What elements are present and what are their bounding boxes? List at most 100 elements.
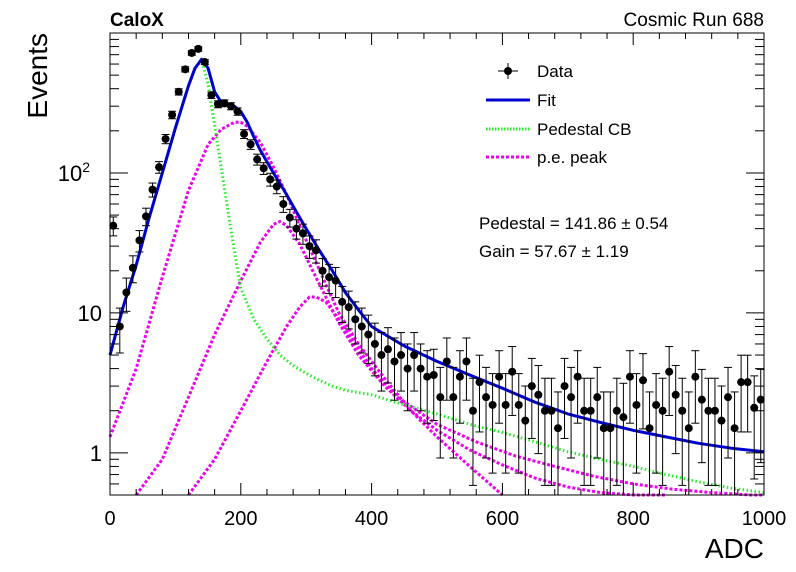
x-tick-label: 200 bbox=[224, 508, 257, 530]
data-point bbox=[684, 391, 693, 495]
data-marker bbox=[619, 413, 628, 422]
data-point bbox=[639, 353, 648, 430]
data-point bbox=[194, 44, 203, 53]
data-point bbox=[259, 162, 268, 175]
data-point bbox=[619, 382, 628, 495]
data-marker bbox=[292, 224, 301, 233]
data-point bbox=[279, 196, 288, 213]
data-marker bbox=[187, 48, 196, 57]
data-marker bbox=[442, 357, 451, 366]
data-marker bbox=[266, 175, 275, 184]
data-marker bbox=[704, 406, 713, 415]
data-marker bbox=[128, 263, 137, 272]
data-point bbox=[292, 219, 301, 240]
data-marker bbox=[645, 424, 654, 433]
data-marker bbox=[285, 213, 294, 222]
data-marker bbox=[527, 382, 536, 391]
data-marker bbox=[429, 371, 438, 380]
data-marker bbox=[397, 351, 406, 360]
curve-p-e-peak-3 bbox=[187, 295, 764, 497]
data-marker bbox=[390, 357, 399, 366]
gain-result: Gain = 57.67 ± 1.19 bbox=[479, 242, 629, 261]
data-point bbox=[652, 373, 661, 474]
data-marker bbox=[606, 424, 615, 433]
data-marker bbox=[305, 242, 314, 251]
data-point bbox=[109, 216, 118, 237]
data-point bbox=[704, 377, 713, 486]
data-marker bbox=[665, 367, 674, 376]
data-marker bbox=[468, 406, 477, 415]
data-point bbox=[325, 263, 334, 295]
data-point bbox=[226, 102, 235, 111]
data-marker bbox=[436, 393, 445, 402]
experiment-label: CaloX bbox=[110, 10, 164, 31]
pedestal-result: Pedestal = 141.86 ± 0.54 bbox=[479, 214, 668, 233]
data-marker bbox=[625, 372, 634, 381]
data-point bbox=[710, 377, 719, 486]
data-point bbox=[488, 373, 497, 474]
legend-entry-data: Data bbox=[498, 62, 573, 81]
data-point bbox=[737, 354, 746, 433]
curve-p-e-peak-1 bbox=[108, 120, 504, 497]
x-tick-label: 0 bbox=[104, 508, 115, 530]
data-point bbox=[527, 357, 536, 439]
data-point bbox=[462, 337, 471, 401]
data-point bbox=[370, 322, 379, 377]
data-marker bbox=[279, 200, 288, 209]
data-point bbox=[344, 290, 353, 330]
data-marker bbox=[298, 229, 307, 238]
legend-label-pe-peak: p.e. peak bbox=[537, 148, 607, 167]
data-point bbox=[625, 350, 634, 424]
data-point bbox=[449, 366, 458, 459]
data-point bbox=[383, 327, 392, 384]
data-marker bbox=[233, 107, 242, 116]
data-point bbox=[312, 239, 321, 264]
curve-fit bbox=[108, 57, 765, 454]
data-marker bbox=[710, 406, 719, 415]
data-point bbox=[357, 307, 366, 354]
data-marker bbox=[410, 351, 419, 360]
data-marker bbox=[383, 345, 392, 354]
data-marker bbox=[495, 372, 504, 381]
data-point bbox=[573, 350, 582, 424]
data-point bbox=[501, 373, 510, 474]
data-marker bbox=[455, 372, 464, 381]
data-point bbox=[115, 307, 124, 354]
data-marker bbox=[671, 390, 680, 399]
data-marker bbox=[743, 378, 752, 387]
data-point bbox=[671, 364, 680, 455]
data-marker bbox=[730, 424, 739, 433]
y-tick-exponent: 2 bbox=[82, 159, 90, 175]
data-point bbox=[632, 373, 641, 474]
data-point bbox=[168, 110, 177, 120]
data-marker bbox=[351, 315, 360, 324]
data-point bbox=[521, 385, 530, 495]
data-marker bbox=[697, 395, 706, 404]
data-point bbox=[475, 354, 484, 433]
data-marker bbox=[508, 367, 517, 376]
x-tick-label: 800 bbox=[617, 508, 650, 530]
data-point bbox=[423, 350, 432, 424]
data-marker bbox=[652, 400, 661, 409]
data-marker bbox=[560, 382, 569, 391]
data-point bbox=[442, 337, 451, 401]
data-point bbox=[285, 208, 294, 228]
data-marker bbox=[449, 393, 458, 402]
data-marker bbox=[547, 406, 556, 415]
data-marker bbox=[632, 400, 641, 409]
data-marker bbox=[259, 164, 268, 173]
data-marker bbox=[377, 351, 386, 360]
data-point bbox=[724, 366, 733, 459]
data-point bbox=[377, 332, 386, 392]
data-marker bbox=[423, 372, 432, 381]
data-point bbox=[155, 161, 164, 174]
data-marker bbox=[580, 406, 589, 415]
data-point bbox=[514, 373, 523, 474]
data-point bbox=[534, 364, 543, 455]
y-tick-label: 1 bbox=[90, 441, 102, 466]
data-point bbox=[240, 129, 249, 140]
data-marker bbox=[325, 273, 334, 282]
data-marker bbox=[403, 364, 412, 373]
data-point bbox=[553, 391, 562, 495]
data-marker bbox=[364, 330, 373, 339]
